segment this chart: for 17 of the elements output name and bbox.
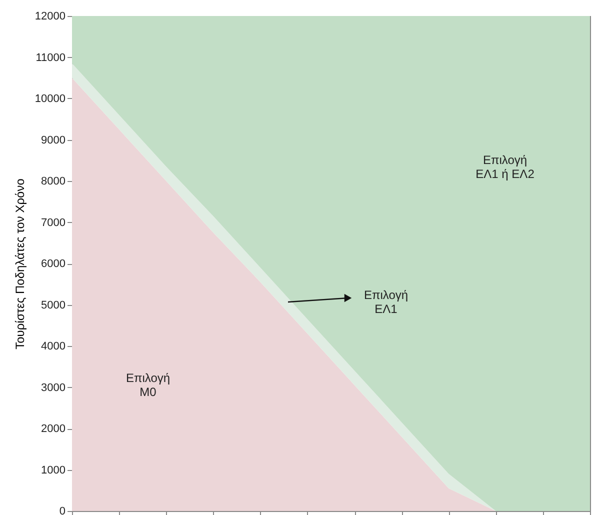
y-tick-label: 5000 <box>41 299 66 312</box>
annotation: Επιλογή ΕΛ1 ή ΕΛ2 <box>476 153 535 181</box>
y-tick-label: 9000 <box>41 134 66 146</box>
y-tick-label: 10000 <box>34 93 66 105</box>
y-tick-label: 4000 <box>41 340 66 352</box>
y-tick-label: 11000 <box>36 52 66 64</box>
y-tick-label: 6000 <box>41 258 66 270</box>
annotation: Επιλογή ΕΛ1 <box>364 288 408 316</box>
y-tick-label: 12000 <box>34 10 66 22</box>
y-tick-label: 1000 <box>41 464 66 476</box>
y-tick-label: 2000 <box>41 423 66 435</box>
annotation: Επιλογή Μ0 <box>126 371 170 399</box>
y-tick-label: 8000 <box>41 176 66 188</box>
y-tick-label: 3000 <box>41 382 66 394</box>
y-tick-label: 0 <box>59 506 66 515</box>
y-tick-label: 7000 <box>41 216 66 229</box>
y-axis-title: Τουρίστες Ποδηλάτες τον Χρόνο <box>12 178 27 350</box>
